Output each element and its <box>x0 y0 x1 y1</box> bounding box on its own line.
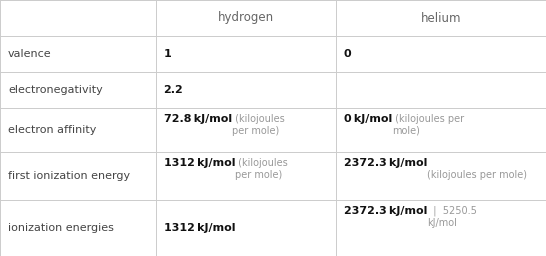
Text: (kilojoules
per mole): (kilojoules per mole) <box>235 158 288 180</box>
Text: (kilojoules per
mole): (kilojoules per mole) <box>392 114 464 136</box>
Text: 0: 0 <box>344 49 352 59</box>
Text: electronegativity: electronegativity <box>8 85 103 95</box>
Text: 1: 1 <box>164 49 171 59</box>
Text: 2.2: 2.2 <box>164 85 183 95</box>
Text: 1312 kJ/mol: 1312 kJ/mol <box>164 223 235 233</box>
Text: valence: valence <box>8 49 52 59</box>
Text: hydrogen: hydrogen <box>218 12 274 25</box>
Text: helium: helium <box>420 12 461 25</box>
Text: 2372.3 kJ/mol: 2372.3 kJ/mol <box>344 158 427 168</box>
Text: 72.8 kJ/mol: 72.8 kJ/mol <box>164 114 232 124</box>
Text: (kilojoules per mole): (kilojoules per mole) <box>427 158 527 180</box>
Text: 2372.3 kJ/mol: 2372.3 kJ/mol <box>344 206 427 216</box>
Text: |  5250.5
kJ/mol: | 5250.5 kJ/mol <box>427 206 477 228</box>
Text: electron affinity: electron affinity <box>8 125 97 135</box>
Text: ionization energies: ionization energies <box>8 223 114 233</box>
Text: 1312 kJ/mol: 1312 kJ/mol <box>164 158 235 168</box>
Text: first ionization energy: first ionization energy <box>8 171 130 181</box>
Text: (kilojoules
per mole): (kilojoules per mole) <box>232 114 284 136</box>
Text: 0 kJ/mol: 0 kJ/mol <box>344 114 392 124</box>
